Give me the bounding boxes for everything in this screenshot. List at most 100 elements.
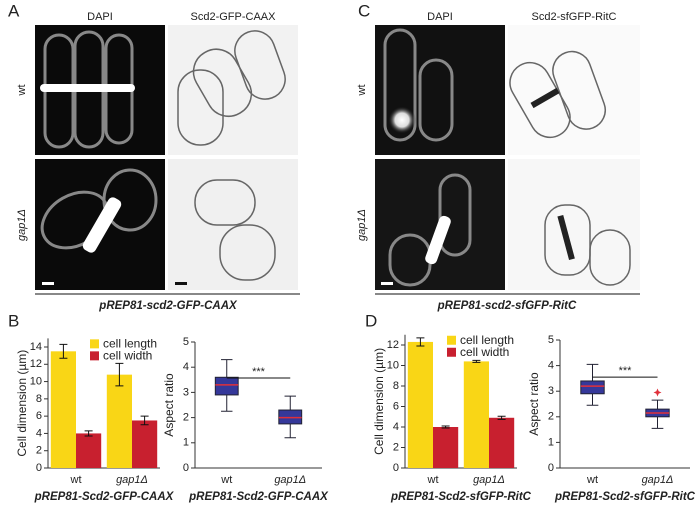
scale-bar (42, 282, 54, 285)
micrographs (35, 25, 640, 295)
image (168, 25, 298, 155)
nucleus (388, 106, 416, 134)
y-tick-label: 4 (183, 361, 189, 373)
error-bar (472, 359, 481, 363)
whisker (221, 394, 233, 412)
legend-swatch (90, 339, 99, 349)
y-tick-label: 12 (387, 339, 399, 351)
whisker (284, 395, 296, 411)
image (375, 25, 505, 155)
panel-letter: A (8, 1, 20, 20)
error-bar (140, 415, 149, 426)
y-tick-label: 14 (30, 341, 42, 353)
nucleus (425, 215, 451, 265)
error-bar (416, 337, 425, 347)
caption: pREP81-scd2-sfGFP-RitC (437, 300, 577, 312)
y-tick-label: 5 (183, 336, 189, 348)
row-label: gap1Δ (16, 209, 28, 241)
x-axis-label: pREP81-Scd2-sfGFP-RitC (390, 491, 532, 503)
septum (557, 214, 575, 260)
y-axis-label: Cell dimension (µm) (15, 350, 29, 457)
septum (530, 87, 560, 109)
column-label: DAPI (427, 11, 453, 23)
y-tick-label: 1 (548, 436, 554, 448)
error-bar (115, 362, 124, 387)
column-label: Scd2-GFP-CAAX (191, 11, 277, 23)
y-tick-label: 10 (30, 375, 42, 387)
x-axis-label: pREP81-Scd2-sfGFP-RitC (554, 491, 696, 503)
legend-swatch (447, 335, 456, 345)
bar (489, 417, 515, 468)
scale-bar (175, 282, 187, 285)
bar (407, 341, 433, 468)
bar (76, 433, 102, 468)
legend-label: cell width (103, 349, 152, 363)
legend-label: cell width (460, 345, 509, 359)
y-tick-label: 10 (387, 359, 399, 371)
y-tick-label: 8 (393, 380, 399, 392)
legend-label: cell length (460, 333, 514, 347)
x-tick-label: gap1Δ (116, 474, 148, 486)
x-tick-label: wt (220, 474, 232, 486)
y-tick-label: 12 (30, 358, 42, 370)
error-bar (84, 430, 93, 437)
panel-letter: D (365, 311, 377, 330)
column-label: DAPI (87, 11, 113, 23)
y-tick-label: 0 (548, 462, 554, 474)
y-tick-label: 2 (183, 412, 189, 424)
y-tick-label: 1 (183, 437, 189, 449)
significance-label: *** (252, 366, 266, 378)
outlier (653, 388, 662, 397)
nucleus (40, 84, 135, 92)
whisker (586, 363, 599, 381)
x-tick-label: gap1Δ (473, 474, 505, 486)
y-tick-label: 4 (393, 421, 399, 433)
x-tick-label: wt (70, 474, 82, 486)
whisker (651, 399, 664, 410)
bar (132, 420, 158, 468)
y-tick-label: 0 (183, 462, 189, 474)
whisker (284, 423, 296, 439)
panel-letter: C (358, 1, 370, 20)
y-tick-label: 2 (393, 441, 399, 453)
whisker (586, 393, 599, 406)
legend-swatch (447, 347, 456, 357)
box (214, 376, 239, 396)
x-tick-label: gap1Δ (274, 474, 306, 486)
x-tick-label: wt (586, 474, 598, 486)
legend-swatch (90, 351, 99, 361)
y-tick-label: 3 (183, 386, 189, 398)
bar (433, 427, 459, 468)
error-bar (497, 415, 506, 420)
y-tick-label: 2 (548, 411, 554, 423)
x-axis-label: pREP81-Scd2-GFP-CAAX (188, 491, 329, 503)
y-axis-label: Cell dimension (µm) (372, 348, 386, 455)
whisker (221, 359, 233, 378)
x-tick-label: gap1Δ (642, 474, 674, 486)
x-tick-label: wt (427, 474, 439, 486)
scale-bar (381, 282, 393, 285)
panel-letter: B (8, 311, 19, 330)
y-tick-label: 4 (548, 360, 554, 372)
y-tick-label: 0 (36, 462, 42, 474)
significance-label: *** (619, 365, 633, 377)
y-tick-label: 3 (548, 385, 554, 397)
image (508, 25, 640, 155)
error-bar (59, 343, 68, 359)
nucleus (82, 197, 122, 253)
y-tick-label: 5 (548, 334, 554, 346)
y-axis-label: Aspect ratio (527, 372, 541, 436)
column-label: Scd2-sfGFP-RitC (532, 11, 617, 23)
box (580, 380, 605, 395)
y-tick-label: 6 (393, 400, 399, 412)
row-label: wt (356, 85, 368, 97)
bar (50, 351, 76, 468)
row-label: wt (16, 85, 28, 97)
x-axis-label: pREP81-Scd2-GFP-CAAX (34, 491, 175, 503)
y-axis-label: Aspect ratio (162, 373, 176, 437)
error-bar (441, 425, 450, 429)
bar (463, 361, 489, 468)
legend-label: cell length (103, 337, 157, 351)
y-tick-label: 8 (36, 393, 42, 405)
